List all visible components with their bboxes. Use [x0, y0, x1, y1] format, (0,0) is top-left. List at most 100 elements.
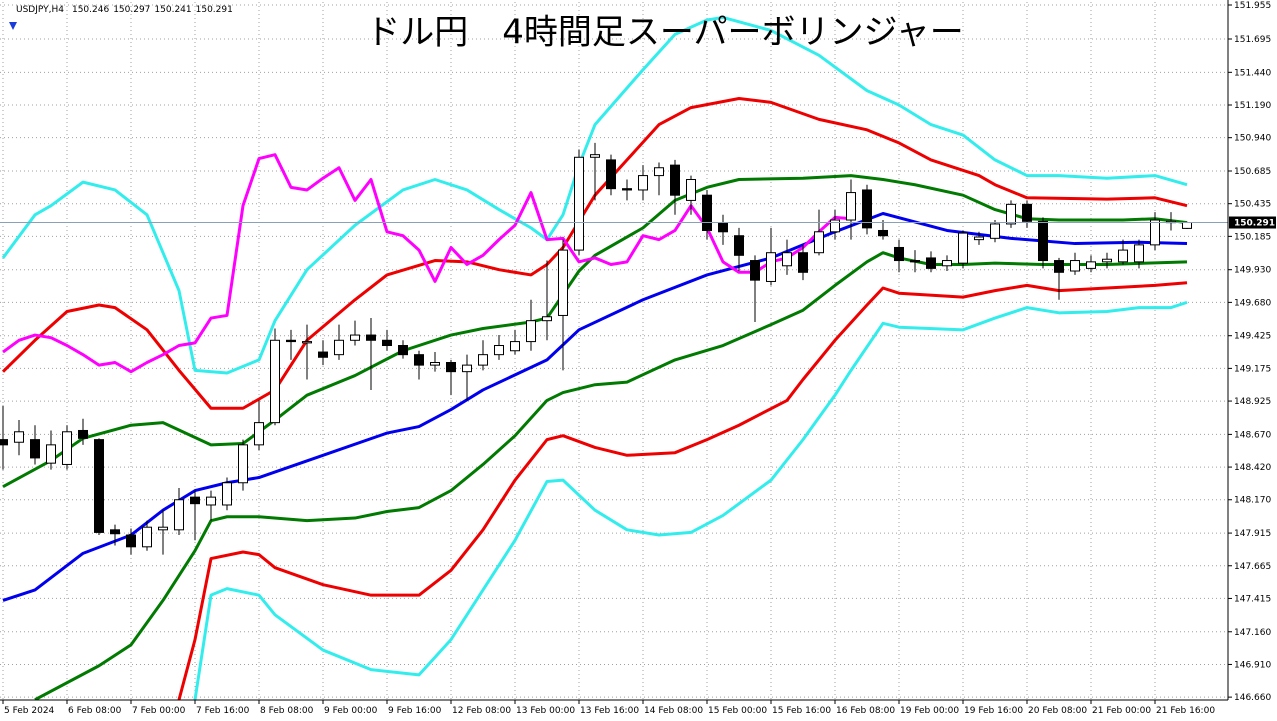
candle-body — [126, 534, 136, 548]
x-tick-label: 16 Feb 08:00 — [836, 706, 895, 716]
close-value: 150.291 — [196, 5, 233, 15]
candle-body — [654, 167, 664, 177]
candle-body — [782, 252, 792, 267]
candle-body — [590, 154, 600, 158]
candle-body — [798, 252, 808, 273]
y-tick-label: 146.910 — [1234, 660, 1271, 670]
candle-body — [350, 334, 360, 341]
candle-body — [702, 194, 712, 231]
candle-body — [734, 235, 744, 256]
candle-body — [478, 354, 488, 366]
candle-body — [318, 351, 328, 358]
candle-body — [622, 188, 632, 191]
x-tick-label: 15 Feb 16:00 — [772, 706, 831, 716]
candle-body — [430, 362, 440, 366]
candle-body — [1038, 220, 1048, 262]
candle-body — [78, 429, 88, 439]
y-tick-label: 151.955 — [1234, 1, 1271, 11]
candle-body — [254, 422, 264, 446]
candle-body — [398, 345, 408, 356]
symbol: USDJPY,H4 — [16, 5, 64, 15]
candle-body — [1182, 222, 1192, 229]
y-tick-label: 148.925 — [1234, 397, 1271, 407]
y-tick-label: 150.685 — [1234, 167, 1271, 177]
x-tick-label: 5 Feb 2024 — [4, 706, 55, 716]
y-tick-label: 147.915 — [1234, 529, 1271, 539]
high-value: 150.297 — [113, 5, 150, 15]
candle-body — [718, 222, 728, 233]
grid — [0, 2, 1228, 700]
x-tick-label: 21 Feb 00:00 — [1092, 706, 1151, 716]
y-tick-label: 147.415 — [1234, 594, 1271, 604]
candle-body — [14, 431, 24, 443]
candle-body — [414, 354, 424, 366]
candle-body — [910, 260, 920, 263]
candle-body — [750, 260, 760, 281]
candle-body — [878, 229, 888, 237]
y-tick-label: 147.665 — [1234, 562, 1271, 572]
x-tick-label: 13 Feb 00:00 — [516, 706, 575, 716]
candle-body — [894, 246, 904, 262]
candle-body — [270, 339, 280, 424]
candle-body — [62, 431, 72, 465]
candle-body — [238, 444, 248, 484]
candle-body — [462, 364, 472, 373]
candle-body — [830, 219, 840, 233]
x-tick-label: 12 Feb 08:00 — [452, 706, 511, 716]
candle-body — [974, 236, 984, 241]
candle-body — [846, 192, 856, 221]
candle-body — [814, 231, 824, 254]
y-tick-label: 148.670 — [1234, 430, 1271, 440]
candle-body — [174, 499, 184, 531]
y-tick-label: 147.160 — [1234, 628, 1271, 638]
candle-body — [670, 164, 680, 196]
x-tick-label: 9 Feb 16:00 — [388, 706, 442, 716]
candle-body — [766, 252, 776, 282]
candle-body — [942, 260, 952, 267]
x-tick-label: 14 Feb 08:00 — [644, 706, 703, 716]
x-tick-label: 21 Feb 16:00 — [1156, 706, 1215, 716]
candle-body — [574, 156, 584, 251]
candle-body — [542, 316, 552, 322]
low-value: 150.241 — [154, 5, 191, 15]
current-price-box — [1229, 216, 1276, 229]
y-tick-label: 150.940 — [1234, 134, 1271, 144]
candle-body — [1022, 203, 1032, 222]
y-tick-label: 149.175 — [1234, 364, 1271, 374]
candle-body — [222, 482, 232, 506]
candle-body — [606, 159, 616, 190]
candle-body — [526, 320, 536, 343]
trade-arrow — [9, 22, 17, 30]
current-price-label: 150.291 — [1234, 219, 1275, 229]
candle-body — [1118, 249, 1128, 263]
open-value: 150.246 — [72, 5, 109, 15]
x-tick-label: 19 Feb 00:00 — [900, 706, 959, 716]
candle-body — [190, 496, 200, 505]
candle-body — [494, 345, 504, 356]
candle-body — [862, 189, 872, 229]
candle-body — [94, 439, 104, 533]
y-tick-label: 151.695 — [1234, 35, 1271, 45]
x-tick-label: 15 Feb 00:00 — [708, 706, 767, 716]
y-tick-label: 148.420 — [1234, 463, 1271, 473]
indicator-line — [193, 300, 1188, 700]
candle-body — [334, 339, 344, 356]
y-tick-label: 146.660 — [1234, 693, 1271, 703]
candle-body — [1134, 244, 1144, 263]
chart-title: ドル円 4時間足スーパーボリンジャー — [366, 13, 964, 53]
candle-body — [30, 439, 40, 459]
candle-body — [1102, 258, 1112, 263]
x-tick-label: 20 Feb 08:00 — [1028, 706, 1087, 716]
header: USDJPY,H4 150.246 150.297 150.241 150.291 — [16, 5, 233, 15]
x-tick-label: 9 Feb 00:00 — [324, 706, 378, 716]
candle-body — [110, 529, 120, 535]
plot-area — [0, 15, 1228, 700]
y-tick-label: 149.680 — [1234, 298, 1271, 308]
candle-body — [286, 339, 296, 343]
candle-body — [686, 179, 696, 201]
indicator-line — [1, 15, 1188, 375]
